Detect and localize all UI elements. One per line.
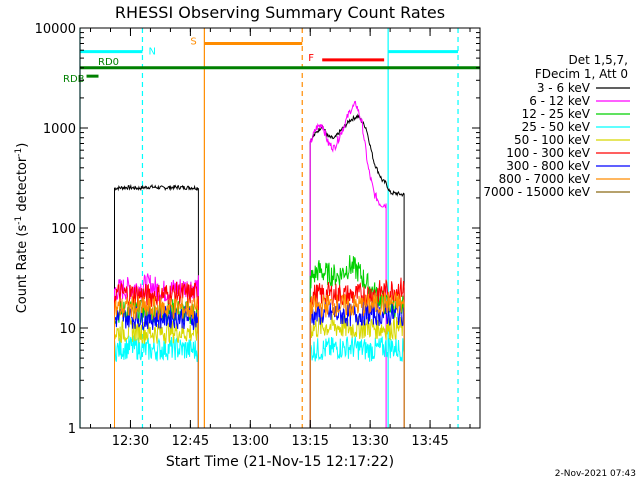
legend-label-6: 300 - 800 keV	[506, 159, 590, 173]
y-axis-label-part1: Count Rate (s	[15, 225, 30, 314]
y-axis-label: Count Rate (s-1 detector-1)	[14, 143, 30, 314]
series-line-4-0	[114, 317, 199, 428]
x-axis: 12:30 12:45 13:00 13:15 13:30 13:45	[90, 28, 471, 449]
series-line-0-0	[114, 183, 199, 428]
y-axis-label-part3: )	[15, 143, 30, 148]
legend-label-0: 3 - 6 keV	[537, 81, 591, 95]
x-tick-label-0: 12:30	[112, 434, 149, 449]
flag-label-s: S	[190, 36, 196, 47]
legend-label-7: 800 - 7000 keV	[499, 172, 591, 186]
x-tick-label-5: 13:45	[411, 434, 448, 449]
flag-label-f: F	[308, 53, 314, 64]
x-tick-label-4: 13:30	[351, 434, 388, 449]
flag-label-rd0: RD0	[98, 57, 119, 68]
x-tick-label-1: 12:45	[172, 434, 209, 449]
series-line-1-0	[114, 273, 199, 428]
plot-area: N S F RD0 RDB	[63, 28, 480, 428]
legend-label-5: 100 - 300 keV	[506, 146, 590, 160]
legend-label-3: 25 - 50 keV	[522, 120, 591, 134]
y-tick-label-1: 10	[59, 322, 76, 337]
legend-label-8: 7000 - 15000 keV	[483, 185, 590, 199]
series-line-7-0	[114, 296, 199, 428]
y-tick-label-4: 10000	[35, 22, 76, 37]
y-axis: 1 10 100 1000 10000	[35, 22, 480, 437]
y-tick-label-0: 1	[68, 422, 76, 437]
y-axis-label-part2: detector	[15, 156, 30, 216]
y-axis-label-exp1: -1	[14, 216, 24, 225]
series-line-3-0	[114, 335, 199, 428]
series-line-3-1	[309, 336, 405, 428]
y-axis-label-exp2: -1	[14, 148, 24, 157]
legend-label-1: 6 - 12 keV	[529, 94, 591, 108]
series-line-7-1	[309, 291, 405, 428]
chart-title: RHESSI Observing Summary Count Rates	[115, 3, 445, 22]
legend-label-4: 50 - 100 keV	[514, 133, 591, 147]
legend-label-2: 12 - 25 keV	[522, 107, 591, 121]
y-tick-label-3: 1000	[43, 122, 76, 137]
legend-header-line1: Det 1,5,7,	[569, 53, 629, 67]
flag-label-rdb: RDB	[63, 74, 85, 85]
y-tick-label-2: 100	[51, 222, 76, 237]
x-tick-label-3: 13:15	[291, 434, 328, 449]
flag-label-n: N	[148, 47, 155, 58]
date-stamp: 2-Nov-2021 07:43	[555, 469, 636, 479]
x-tick-label-2: 13:00	[232, 434, 269, 449]
series-line-1-1	[309, 100, 387, 428]
legend-header-line2: FDecim 1, Att 0	[535, 67, 628, 81]
x-axis-label: Start Time (21-Nov-15 12:17:22)	[166, 454, 394, 470]
